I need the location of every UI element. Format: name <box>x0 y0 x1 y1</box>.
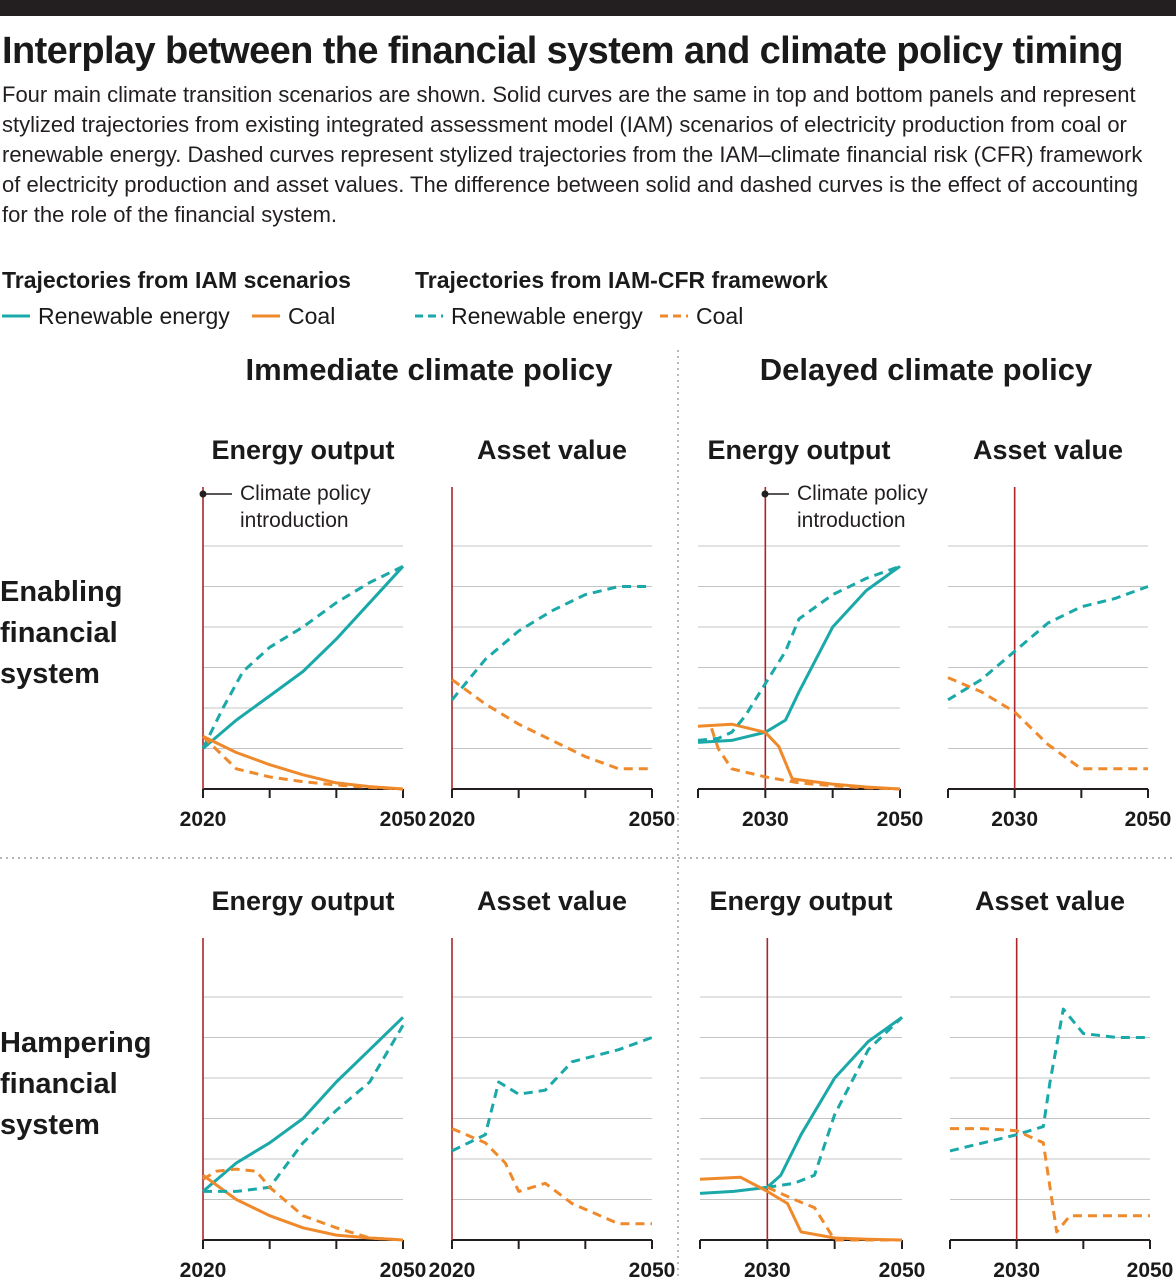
renewable-solid-line <box>697 565 901 744</box>
panel-title-asset: Asset value <box>476 435 628 465</box>
x-tick-label: 2020 <box>180 1259 227 1280</box>
row-label-line: system <box>0 1109 100 1141</box>
policy-annotation: Climate policy introduction <box>240 480 371 534</box>
column-title-delayed: Delayed climate policy <box>759 352 1093 387</box>
page-title: Interplay between the financial system a… <box>2 30 1124 72</box>
description: Four main climate transition scenarios a… <box>2 82 1143 227</box>
dashed-line-icon <box>660 314 688 318</box>
renewable-dashed-line <box>450 585 652 701</box>
panel-title-asset: Asset value <box>476 886 628 916</box>
x-tick-label: 2020 <box>180 808 227 831</box>
row-label-line: Enabling <box>0 576 123 608</box>
coal-dashed-line <box>950 1127 1150 1234</box>
legend-label: Coal <box>288 302 336 329</box>
coal-dashed-line <box>710 727 901 791</box>
coal-dashed-line <box>451 678 652 771</box>
solid-line-icon <box>2 314 30 318</box>
x-tick-label: 2020 <box>429 1259 476 1280</box>
panel-title-energy: Energy output <box>709 886 893 916</box>
solid-line-icon <box>252 314 280 318</box>
annotation-line: introduction <box>797 509 906 532</box>
legend-item-renewable-dashed: Renewable energy <box>415 302 643 330</box>
coal-dashed-line <box>947 676 1148 771</box>
legend-label: Coal <box>696 302 744 329</box>
renewable-dashed-line <box>947 585 1149 702</box>
panel-title-energy: Energy output <box>211 435 395 465</box>
coal-dashed-line <box>451 1127 652 1226</box>
x-tick-label: 2050 <box>380 808 427 831</box>
coal-solid-line <box>202 1173 404 1242</box>
x-tick-label: 2030 <box>991 808 1038 831</box>
x-tick-label: 2030 <box>742 808 789 831</box>
top-bar <box>0 0 1176 16</box>
row-label-hampering: Hampering financial system <box>0 1023 190 1146</box>
x-tick-label: 2050 <box>380 1259 427 1280</box>
renewable-dashed-line <box>203 1024 405 1193</box>
legend-label: Renewable energy <box>38 302 230 329</box>
renewable-dashed-line <box>697 564 901 742</box>
renewable-dashed-line <box>201 564 404 750</box>
panel-title-energy: Energy output <box>707 435 891 465</box>
row-label-line: Hampering <box>0 1027 152 1059</box>
row-label-enabling: Enabling financial system <box>0 572 190 695</box>
coal-dashed-line <box>766 1185 902 1242</box>
x-tick-label: 2050 <box>629 1259 676 1280</box>
renewable-dashed-line <box>767 1016 904 1189</box>
legend-item-renewable-solid: Renewable energy <box>2 302 230 330</box>
x-tick-label: 2050 <box>629 808 676 831</box>
coal-solid-line <box>697 722 901 791</box>
annotation-line: introduction <box>240 509 349 532</box>
annotation-line: Climate policy <box>240 482 371 505</box>
legend-heading-cfr: Trajectories from IAM-CFR framework <box>415 267 828 293</box>
column-title-immediate: Immediate climate policy <box>245 352 613 387</box>
row-label-line: system <box>0 658 100 690</box>
row-label-line: financial <box>0 1068 118 1100</box>
x-tick-label: 2030 <box>993 1259 1040 1280</box>
policy-annotation: Climate policy introduction <box>797 480 928 534</box>
x-tick-label: 2030 <box>744 1259 791 1280</box>
x-tick-label: 2050 <box>877 808 924 831</box>
coal-dashed-line <box>201 735 404 791</box>
legend-label: Renewable energy <box>451 302 643 329</box>
coal-solid-line <box>699 1175 903 1242</box>
legend-item-coal-solid: Coal <box>252 302 335 330</box>
renewable-solid-line <box>202 1016 405 1193</box>
annotation-line: Climate policy <box>797 482 928 505</box>
panel-title-energy: Energy output <box>211 886 395 916</box>
dashed-line-icon <box>415 314 443 318</box>
coal-solid-line <box>202 735 404 791</box>
x-tick-label: 2050 <box>879 1259 926 1280</box>
renewable-solid-line <box>202 565 405 750</box>
x-tick-label: 2050 <box>1125 808 1172 831</box>
panel-title-asset: Asset value <box>972 435 1124 465</box>
renewable-solid-line <box>699 1016 903 1195</box>
renewable-dashed-line <box>949 1007 1150 1153</box>
legend-heading-iam: Trajectories from IAM scenarios <box>2 267 351 293</box>
legend-item-coal-dashed: Coal <box>660 302 743 330</box>
x-tick-label: 2020 <box>429 808 476 831</box>
x-tick-label: 2050 <box>1127 1259 1174 1280</box>
coal-dashed-line <box>202 1167 404 1242</box>
renewable-dashed-line <box>451 1036 653 1153</box>
row-label-line: financial <box>0 617 118 649</box>
panel-title-asset: Asset value <box>974 886 1126 916</box>
